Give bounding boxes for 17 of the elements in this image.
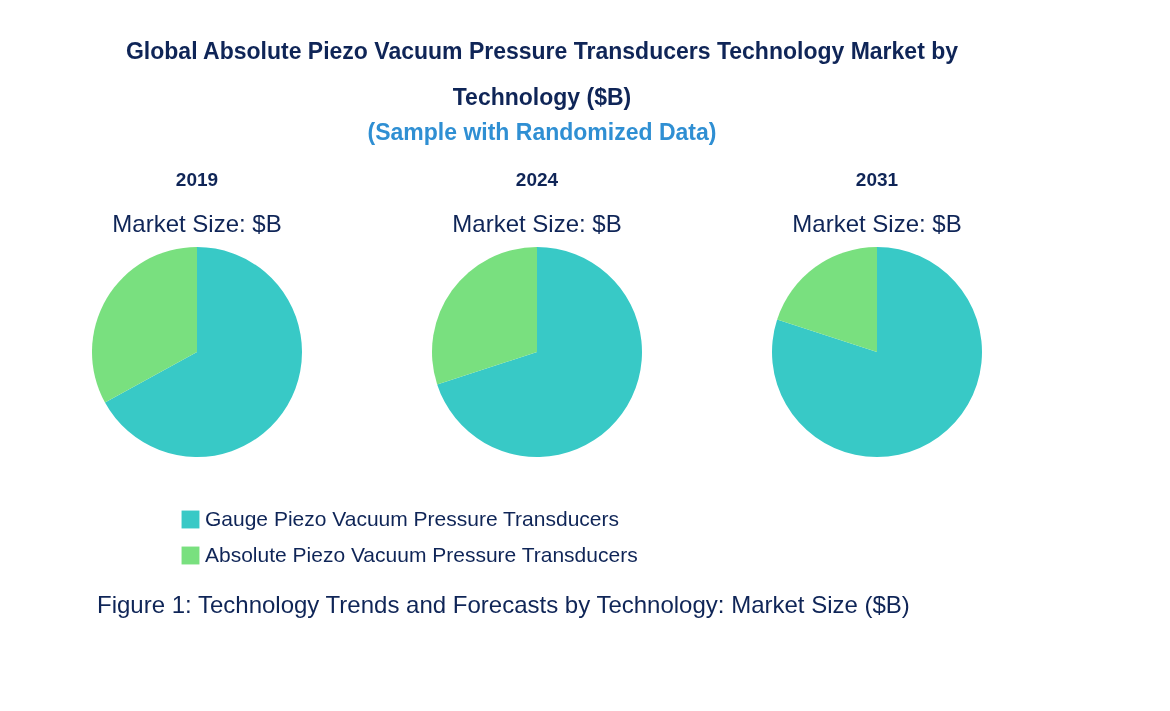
pie-slice [104, 247, 302, 457]
chart-subtitle: Market Size: $B [112, 210, 282, 237]
pie-slice [437, 247, 642, 457]
pie-slice [777, 247, 877, 352]
text: Global Absolute Piezo Vacuum Pressure Transducers Technology Market by Technology ($B) [125, 38, 959, 110]
pie-slice [772, 247, 982, 457]
text: (Sample with Randomized Data) [367, 119, 717, 145]
legend-label: Absolute Piezo Vacuum Pressure Transducers [205, 542, 638, 566]
pie-slice [92, 247, 197, 403]
chart-subtitle: Market Size: $B [792, 210, 962, 237]
chart-subtitle: Market Size: $B [452, 210, 622, 237]
caption: Figure 1: Technology Trends and Forecasts by Technology: Market Size ($B) [97, 591, 910, 618]
chart-title: 2019 [175, 169, 219, 190]
chart-title: 2024 [515, 169, 559, 190]
pie-slice [432, 247, 537, 385]
legend-label: Gauge Piezo Vacuum Pressure Transducers [205, 506, 619, 530]
chart-title: 2031 [855, 169, 899, 190]
